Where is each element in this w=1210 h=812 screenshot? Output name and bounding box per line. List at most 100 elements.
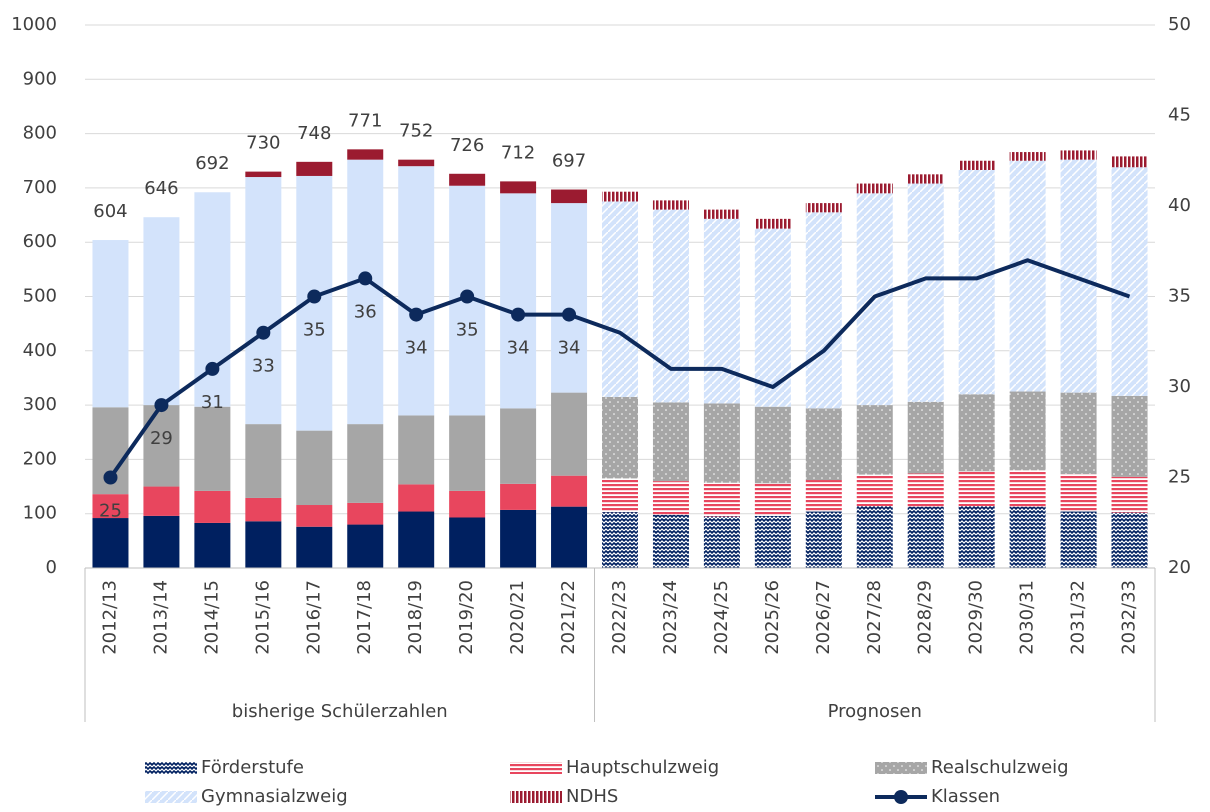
bar-segment xyxy=(652,209,689,403)
bar-segment xyxy=(958,506,995,568)
bar-segment xyxy=(347,159,384,425)
legend-label: Gymnasialzweig xyxy=(201,786,348,807)
line-label: 31 xyxy=(201,392,224,413)
total-label: 726 xyxy=(450,135,484,156)
total-label: 771 xyxy=(348,110,382,131)
x-tick-label: 2029/30 xyxy=(966,580,987,655)
bar-segment xyxy=(703,218,740,404)
x-tick-label: 2015/16 xyxy=(252,580,273,655)
line-label: 34 xyxy=(507,338,530,359)
line-label: 35 xyxy=(456,320,479,341)
bar-segment xyxy=(551,203,588,393)
legend-label: Klassen xyxy=(931,786,1000,807)
bar-segment xyxy=(500,181,537,194)
bar-segment xyxy=(1060,511,1097,568)
bar-segment xyxy=(500,408,537,484)
bar-segment xyxy=(1060,159,1097,393)
bar-segment xyxy=(1060,150,1097,160)
line-marker xyxy=(205,361,220,376)
bar-segment xyxy=(754,218,791,229)
bar-segment xyxy=(296,526,333,568)
bar-segment xyxy=(602,478,638,513)
line-label: 36 xyxy=(354,301,377,322)
legend-swatch xyxy=(145,762,197,774)
bar-segment xyxy=(907,174,944,184)
y-tick-label: 300 xyxy=(23,394,57,415)
bar-segment xyxy=(1009,160,1046,392)
bar-segment xyxy=(296,430,333,506)
bar-segment xyxy=(398,511,435,568)
bar-segment xyxy=(703,209,740,219)
y-tick-label: 900 xyxy=(23,68,57,89)
bar-segment xyxy=(805,212,842,409)
bar-segment xyxy=(1111,156,1148,168)
bar-segment xyxy=(551,506,588,568)
bar-segment xyxy=(856,183,893,194)
legend-label: NDHS xyxy=(566,786,618,807)
x-tick-label: 2013/14 xyxy=(150,580,171,655)
x-tick-label: 2030/31 xyxy=(1017,580,1038,655)
bar-segment xyxy=(398,484,435,512)
total-label: 730 xyxy=(246,133,280,154)
line-label: 25 xyxy=(99,501,122,522)
bar-segment xyxy=(92,494,129,519)
bar-segment xyxy=(805,203,842,213)
y-tick-label: 0 xyxy=(46,557,57,578)
bar-segment xyxy=(856,405,893,475)
bar-segment xyxy=(296,161,333,176)
legend-swatch xyxy=(510,762,562,774)
legend-swatch xyxy=(145,791,197,803)
bar-segment xyxy=(907,506,944,568)
bar-segment xyxy=(1111,512,1148,568)
x-tick-label: 2026/27 xyxy=(813,580,834,655)
bar-segment xyxy=(602,396,638,479)
bar-segment xyxy=(958,471,995,507)
bar-segment xyxy=(1009,152,1046,161)
bar-segment xyxy=(347,149,384,160)
x-tick-label: 2024/25 xyxy=(711,580,732,655)
bar-segment xyxy=(907,183,944,402)
bar-segment xyxy=(958,169,995,395)
total-label: 697 xyxy=(552,151,586,172)
bar-segment xyxy=(602,201,638,397)
bar-segment xyxy=(907,473,944,507)
bar-segment xyxy=(347,424,384,503)
bar-segment xyxy=(907,401,944,474)
bar-segment xyxy=(703,516,740,568)
bar-segment xyxy=(958,160,995,170)
y2-tick-label: 50 xyxy=(1168,14,1191,35)
bar-segment xyxy=(245,497,282,522)
bar-segment xyxy=(652,402,689,482)
line-marker xyxy=(409,307,424,322)
bar-segment xyxy=(194,522,231,568)
bar-segment xyxy=(805,480,842,512)
x-tick-label: 2021/22 xyxy=(558,580,579,655)
line-label: 35 xyxy=(303,320,326,341)
bar-segment xyxy=(92,240,129,408)
legend-swatch xyxy=(875,762,927,774)
bar-segment xyxy=(551,475,588,507)
bar-segment xyxy=(1009,470,1046,507)
bar-segment xyxy=(347,524,384,568)
bar-segment xyxy=(856,506,893,568)
bar-segment xyxy=(449,173,486,186)
group-label: bisherige Schülerzahlen xyxy=(232,701,448,722)
bar-segment xyxy=(1060,474,1097,512)
bar-segment xyxy=(754,483,791,516)
line-marker xyxy=(511,307,526,322)
bar-segment xyxy=(92,518,129,568)
line-series xyxy=(108,258,1131,479)
line-marker xyxy=(562,307,577,322)
line-marker xyxy=(460,289,475,304)
y-tick-label: 800 xyxy=(23,123,57,144)
bar-segment xyxy=(754,406,791,484)
legend-swatch xyxy=(510,791,562,803)
bar-segment xyxy=(703,482,740,517)
y-tick-label: 100 xyxy=(23,503,57,524)
y2-tick-label: 25 xyxy=(1168,467,1191,488)
bar-segment xyxy=(551,189,588,204)
y-tick-label: 1000 xyxy=(11,14,57,35)
bar-segment xyxy=(602,191,638,202)
y2-tick-label: 35 xyxy=(1168,286,1191,307)
bar-segment xyxy=(449,490,486,518)
